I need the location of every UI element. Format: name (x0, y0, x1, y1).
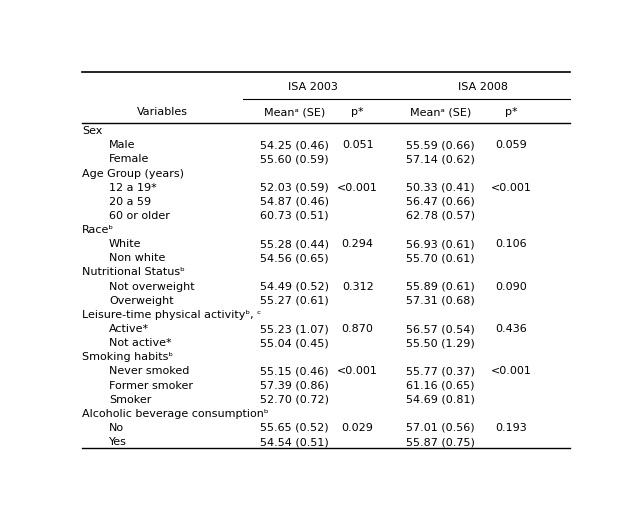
Text: ISA 2008: ISA 2008 (459, 81, 508, 92)
Text: Non white: Non white (109, 253, 165, 263)
Text: 55.27 (0.61): 55.27 (0.61) (260, 295, 329, 305)
Text: 57.14 (0.62): 57.14 (0.62) (406, 154, 475, 164)
Text: 54.87 (0.46): 54.87 (0.46) (259, 196, 329, 206)
Text: Female: Female (109, 154, 149, 164)
Text: 0.870: 0.870 (342, 323, 373, 333)
Text: 57.31 (0.68): 57.31 (0.68) (406, 295, 475, 305)
Text: <0.001: <0.001 (491, 365, 532, 376)
Text: 54.54 (0.51): 54.54 (0.51) (260, 436, 329, 446)
Text: 20 a 59: 20 a 59 (109, 196, 151, 206)
Text: Former smoker: Former smoker (109, 380, 193, 390)
Text: Meanᵃ (SE): Meanᵃ (SE) (410, 107, 471, 117)
Text: Yes: Yes (109, 436, 127, 446)
Text: 55.28 (0.44): 55.28 (0.44) (259, 239, 329, 249)
Text: 55.04 (0.45): 55.04 (0.45) (260, 337, 329, 348)
Text: p*: p* (351, 107, 364, 117)
Text: 0.193: 0.193 (495, 422, 527, 432)
Text: 60 or older: 60 or older (109, 211, 170, 220)
Text: 55.87 (0.75): 55.87 (0.75) (406, 436, 475, 446)
Text: Leisure-time physical activityᵇ, ᶜ: Leisure-time physical activityᵇ, ᶜ (82, 309, 261, 319)
Text: Nutritional Statusᵇ: Nutritional Statusᵇ (82, 267, 185, 277)
Text: 55.50 (1.29): 55.50 (1.29) (406, 337, 475, 348)
Text: 12 a 19*: 12 a 19* (109, 182, 157, 192)
Text: 57.01 (0.56): 57.01 (0.56) (406, 422, 475, 432)
Text: 50.33 (0.41): 50.33 (0.41) (406, 182, 475, 192)
Text: 56.57 (0.54): 56.57 (0.54) (406, 323, 475, 333)
Text: 56.93 (0.61): 56.93 (0.61) (406, 239, 475, 249)
Text: 52.03 (0.59): 52.03 (0.59) (260, 182, 329, 192)
Text: White: White (109, 239, 142, 249)
Text: 54.69 (0.81): 54.69 (0.81) (406, 394, 475, 404)
Text: 55.23 (1.07): 55.23 (1.07) (260, 323, 329, 333)
Text: 55.65 (0.52): 55.65 (0.52) (260, 422, 329, 432)
Text: 55.59 (0.66): 55.59 (0.66) (406, 140, 475, 150)
Text: ISA 2003: ISA 2003 (287, 81, 338, 92)
Text: Active*: Active* (109, 323, 149, 333)
Text: Smoker: Smoker (109, 394, 151, 404)
Text: Variables: Variables (137, 107, 188, 117)
Text: p*: p* (505, 107, 518, 117)
Text: 54.49 (0.52): 54.49 (0.52) (259, 281, 329, 291)
Text: 0.294: 0.294 (342, 239, 374, 249)
Text: <0.001: <0.001 (337, 182, 378, 192)
Text: Male: Male (109, 140, 135, 150)
Text: 0.059: 0.059 (495, 140, 527, 150)
Text: 61.16 (0.65): 61.16 (0.65) (406, 380, 475, 390)
Text: 60.73 (0.51): 60.73 (0.51) (260, 211, 329, 220)
Text: 54.56 (0.65): 54.56 (0.65) (260, 253, 329, 263)
Text: 55.15 (0.46): 55.15 (0.46) (260, 365, 329, 376)
Text: Overweight: Overweight (109, 295, 174, 305)
Text: 55.77 (0.37): 55.77 (0.37) (406, 365, 475, 376)
Text: Not active*: Not active* (109, 337, 172, 348)
Text: 55.89 (0.61): 55.89 (0.61) (406, 281, 475, 291)
Text: 56.47 (0.66): 56.47 (0.66) (406, 196, 475, 206)
Text: No: No (109, 422, 124, 432)
Text: Never smoked: Never smoked (109, 365, 190, 376)
Text: 0.312: 0.312 (342, 281, 373, 291)
Text: 0.090: 0.090 (495, 281, 527, 291)
Text: Smoking habitsᵇ: Smoking habitsᵇ (82, 352, 173, 361)
Text: 55.60 (0.59): 55.60 (0.59) (260, 154, 329, 164)
Text: Not overweight: Not overweight (109, 281, 195, 291)
Text: 0.029: 0.029 (342, 422, 373, 432)
Text: Sex: Sex (82, 126, 102, 136)
Text: 55.70 (0.61): 55.70 (0.61) (406, 253, 475, 263)
Text: Age Group (years): Age Group (years) (82, 168, 184, 178)
Text: Meanᵃ (SE): Meanᵃ (SE) (263, 107, 325, 117)
Text: 52.70 (0.72): 52.70 (0.72) (259, 394, 329, 404)
Text: 0.051: 0.051 (342, 140, 373, 150)
Text: 54.25 (0.46): 54.25 (0.46) (259, 140, 329, 150)
Text: 57.39 (0.86): 57.39 (0.86) (259, 380, 329, 390)
Text: Alcoholic beverage consumptionᵇ: Alcoholic beverage consumptionᵇ (82, 408, 268, 418)
Text: <0.001: <0.001 (491, 182, 532, 192)
Text: <0.001: <0.001 (337, 365, 378, 376)
Text: 0.436: 0.436 (495, 323, 527, 333)
Text: 0.106: 0.106 (495, 239, 527, 249)
Text: 62.78 (0.57): 62.78 (0.57) (406, 211, 475, 220)
Text: Raceᵇ: Raceᵇ (82, 224, 114, 235)
